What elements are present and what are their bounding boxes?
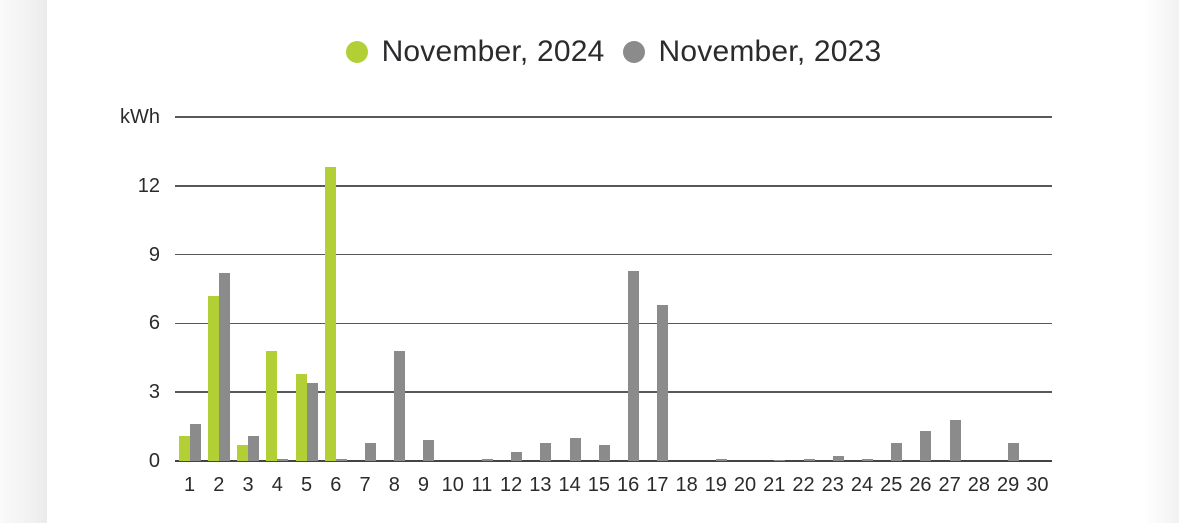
right-page-edge xyxy=(1143,0,1179,523)
x-tick-label: 13 xyxy=(529,474,552,496)
bar-nov-2023-day-2[interactable] xyxy=(218,272,230,461)
bar-nov-2023-day-17[interactable] xyxy=(657,305,669,461)
bar-nov-2023-day-5[interactable] xyxy=(306,383,318,461)
x-axis-baseline xyxy=(175,459,1052,463)
bar-nov-2023-day-25[interactable] xyxy=(891,442,903,461)
x-tick-label: 14 xyxy=(558,474,581,496)
x-tick-label: 24 xyxy=(850,474,874,496)
y-tick-label: 0 xyxy=(148,450,160,472)
x-tick-label: 6 xyxy=(330,474,342,496)
bar-nov-2023-day-12[interactable] xyxy=(511,451,523,461)
x-tick-label: 15 xyxy=(587,474,610,496)
gray-series-dot-icon xyxy=(622,41,645,63)
gridline xyxy=(175,116,1052,118)
bar-nov-2023-day-26[interactable] xyxy=(920,431,932,461)
x-tick-label: 7 xyxy=(359,474,371,496)
legend-label: November, 2024 xyxy=(381,35,605,68)
bar-nov-2024-day-3[interactable] xyxy=(237,444,249,461)
bar-nov-2023-day-15[interactable] xyxy=(598,444,610,461)
gridline xyxy=(175,391,1052,393)
x-tick-label: 28 xyxy=(967,474,991,496)
y-tick-label: 3 xyxy=(148,381,160,404)
x-tick-label: 9 xyxy=(417,474,430,496)
bar-nov-2023-day-27[interactable] xyxy=(949,419,961,461)
chart-legend: November, 2024 November, 2023 xyxy=(175,28,1052,76)
x-tick-label: 1 xyxy=(184,474,196,496)
x-tick-label: 26 xyxy=(909,474,932,496)
x-tick-label: 22 xyxy=(792,474,815,496)
bar-nov-2023-day-16[interactable] xyxy=(628,270,640,461)
green-series-dot-icon xyxy=(345,41,368,63)
x-tick-label: 10 xyxy=(441,474,464,496)
y-tick-label: 9 xyxy=(148,243,160,266)
legend-label: November, 2023 xyxy=(658,35,882,68)
bar-nov-2024-day-2[interactable] xyxy=(207,295,219,461)
x-tick-label: 3 xyxy=(242,474,254,496)
y-tick-label: kWh xyxy=(120,106,160,128)
bar-nov-2023-day-29[interactable] xyxy=(1008,442,1020,461)
bar-nov-2023-day-24[interactable] xyxy=(861,458,873,461)
x-tick-label: 16 xyxy=(616,474,640,496)
bar-nov-2023-day-4[interactable] xyxy=(277,458,289,461)
bar-nov-2024-day-1[interactable] xyxy=(178,435,190,461)
bar-nov-2023-day-9[interactable] xyxy=(423,440,435,461)
x-tick-label: 17 xyxy=(646,474,669,496)
bar-nov-2024-day-4[interactable] xyxy=(266,350,278,461)
bar-nov-2023-day-22[interactable] xyxy=(803,458,815,461)
x-tick-label: 20 xyxy=(733,474,757,496)
gridline xyxy=(175,185,1052,187)
bar-nov-2023-day-1[interactable] xyxy=(189,424,201,461)
x-tick-label: 19 xyxy=(704,474,727,496)
x-tick-label: 5 xyxy=(300,474,313,496)
x-tick-label: 25 xyxy=(880,474,903,496)
x-tick-label: 2 xyxy=(213,474,225,496)
left-page-edge xyxy=(0,0,47,523)
x-tick-label: 8 xyxy=(388,474,400,496)
x-tick-label: 18 xyxy=(675,474,698,496)
bar-nov-2023-day-7[interactable] xyxy=(365,442,377,461)
x-tick-label: 4 xyxy=(271,474,283,496)
x-tick-label: 21 xyxy=(763,474,786,496)
x-tick-label: 30 xyxy=(1026,474,1049,496)
x-tick-label: 27 xyxy=(938,474,961,496)
bar-nov-2023-day-23[interactable] xyxy=(832,456,844,461)
x-tick-label: 12 xyxy=(500,474,523,496)
legend-item-nov-2024: November, 2024 xyxy=(345,35,605,69)
bar-nov-2023-day-3[interactable] xyxy=(248,435,260,461)
x-tick-label: 29 xyxy=(997,474,1020,496)
bar-nov-2023-day-14[interactable] xyxy=(569,438,581,461)
y-tick-label: 12 xyxy=(137,174,160,197)
bar-nov-2023-day-6[interactable] xyxy=(335,458,347,461)
y-tick-label: 6 xyxy=(148,312,160,335)
bar-nov-2023-day-21[interactable] xyxy=(774,459,786,461)
bar-nov-2023-day-13[interactable] xyxy=(540,442,552,461)
bar-nov-2023-day-19[interactable] xyxy=(715,458,727,461)
bar-nov-2024-day-6[interactable] xyxy=(324,167,336,461)
bar-nov-2023-day-8[interactable] xyxy=(394,350,406,461)
gridline xyxy=(175,322,1052,325)
legend-item-nov-2023: November, 2023 xyxy=(622,35,882,69)
bar-nov-2023-day-11[interactable] xyxy=(481,458,493,461)
x-tick-label: 11 xyxy=(471,474,493,496)
gridline xyxy=(175,253,1052,256)
x-tick-label: 23 xyxy=(821,474,844,496)
bar-nov-2024-day-5[interactable] xyxy=(295,373,307,461)
